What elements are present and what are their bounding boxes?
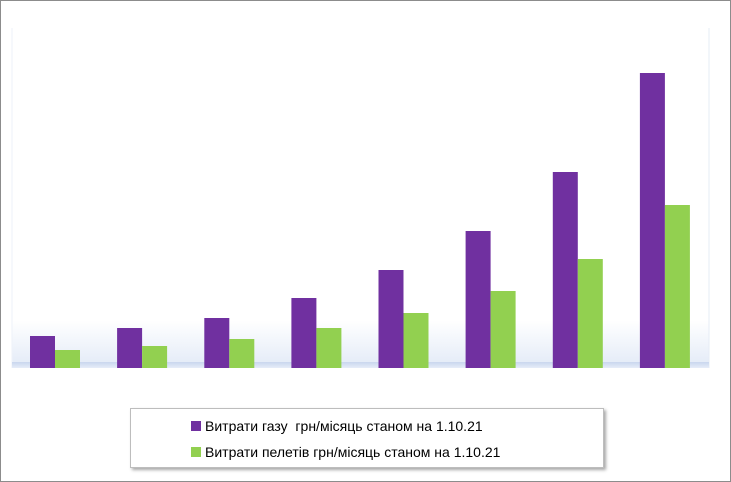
legend-item-pellets: Витрати пелетів грн/місяць станом на 1.1…	[191, 439, 603, 465]
legend-swatch-gas	[191, 421, 201, 431]
bar-gas-7	[552, 172, 578, 368]
bar-gas-5	[378, 270, 404, 368]
legend: Витрати газу грн/місяць станом на 1.10.2…	[130, 408, 604, 468]
bar-gas-3	[204, 318, 230, 368]
bar-pellets-2	[142, 346, 168, 368]
legend-swatch-pellets	[191, 447, 201, 457]
plot-floor	[12, 362, 709, 368]
legend-item-gas: Витрати газу грн/місяць станом на 1.10.2…	[191, 413, 603, 439]
bar-pellets-8	[664, 205, 690, 368]
bar-pellets-5	[403, 313, 429, 368]
bar-gas-2	[117, 328, 143, 368]
legend-label-gas: Витрати газу грн/місяць станом на 1.10.2…	[205, 418, 483, 434]
bar-pellets-7	[577, 259, 603, 368]
plot-area	[12, 28, 709, 368]
bar-gas-4	[291, 298, 317, 368]
bar-gas-6	[465, 231, 491, 368]
bar-gas-8	[639, 73, 665, 368]
bar-pellets-3	[229, 339, 255, 368]
legend-label-pellets: Витрати пелетів грн/місяць станом на 1.1…	[205, 444, 501, 460]
bars-group	[30, 73, 690, 368]
bar-pellets-6	[490, 291, 516, 368]
bar-pellets-4	[316, 328, 342, 368]
bar-gas-1	[30, 336, 55, 368]
bar-pellets-1	[55, 350, 80, 368]
